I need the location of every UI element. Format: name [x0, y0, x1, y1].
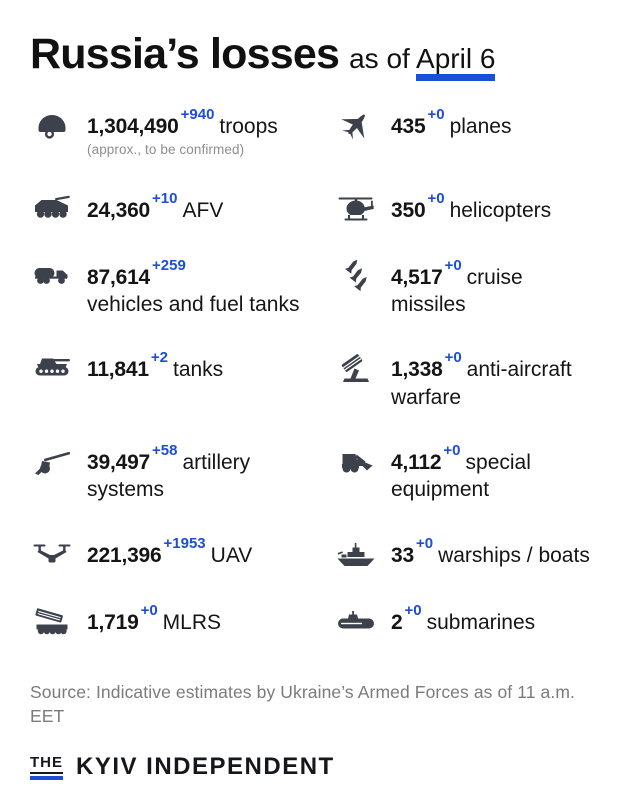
- title-date: April 6: [416, 43, 496, 81]
- stat-value: 11,841: [87, 358, 149, 382]
- stat-delta: +0: [427, 106, 445, 123]
- stat-label: troops: [219, 115, 278, 138]
- stat-value: 1,304,490: [87, 115, 179, 138]
- anti-aircraft-icon: [334, 351, 378, 385]
- stat-cruise-missiles: 4,517+0cruise missiles: [334, 257, 610, 319]
- stat-label-line2: equipment: [391, 478, 490, 502]
- stat-value: 2: [391, 610, 403, 634]
- stat-special-equipment: 4,112+0special equipment: [334, 442, 610, 504]
- stat-label: planes: [449, 115, 512, 138]
- stat-label: tanks: [172, 358, 224, 382]
- stat-value: 24,360: [87, 198, 151, 222]
- artillery-icon: [30, 444, 74, 478]
- stat-label: special: [465, 451, 531, 475]
- stat-tanks: 11,841+2tanks: [30, 349, 330, 411]
- stat-value: 350: [391, 198, 426, 222]
- stat-delta: +0: [427, 189, 445, 207]
- helmet-icon: [30, 108, 74, 142]
- helicopter-icon: [334, 192, 378, 226]
- stat-uav: 221,396+1953UAV: [30, 535, 330, 571]
- page-title: Russia’s losses as of April 6: [30, 30, 610, 81]
- stat-delta: +1953: [163, 534, 206, 552]
- stat-submarines: 2+0submarines: [334, 602, 610, 638]
- stat-note: (approx., to be confirmed): [87, 142, 245, 158]
- stat-value: 87,614: [87, 265, 151, 289]
- afv-icon: [30, 192, 74, 226]
- stat-label: helicopters: [449, 198, 552, 222]
- stat-label: artillery: [182, 451, 251, 475]
- stat-delta: +0: [404, 601, 422, 619]
- logo-the: THE: [30, 755, 63, 774]
- stat-delta: +2: [150, 349, 168, 367]
- fighter-jet-icon: [334, 108, 378, 142]
- stat-delta: +0: [443, 442, 461, 460]
- tank-icon: [30, 351, 74, 385]
- stat-delta: +58: [152, 442, 178, 460]
- stat-delta: +0: [444, 256, 462, 274]
- excavator-icon: [334, 444, 378, 478]
- stat-helicopters: 350+0helicopters: [334, 190, 610, 226]
- stat-value: 1,719: [87, 610, 139, 634]
- stat-afv: 24,360+10AFV: [30, 190, 330, 226]
- stat-label: UAV: [210, 543, 253, 567]
- stat-label: anti-aircraft: [466, 358, 572, 382]
- source-note: Source: Indicative estimates by Ukraine’…: [30, 681, 575, 727]
- submarine-icon: [334, 604, 378, 638]
- stat-label: AFV: [182, 198, 224, 222]
- stat-warships: 33+0warships / boats: [334, 535, 610, 571]
- stat-value: 4,112: [391, 451, 442, 475]
- stat-label: MLRS: [162, 610, 222, 634]
- stat-artillery: 39,497+58artillery systems: [30, 442, 330, 504]
- title-main: Russia’s losses: [30, 30, 340, 78]
- fuel-truck-icon: [30, 259, 74, 293]
- stat-label: submarines: [426, 610, 536, 634]
- stat-label-line2: warfare: [391, 385, 462, 409]
- stat-delta: +0: [140, 601, 158, 619]
- logo-wordmark: KYIV INDEPENDENT: [76, 753, 335, 781]
- stat-value: 435: [391, 115, 426, 138]
- stat-value: 33: [391, 543, 414, 567]
- stat-label: vehicles and fuel tanks: [87, 293, 300, 317]
- stat-delta: +940: [180, 106, 215, 123]
- stat-anti-aircraft: 1,338+0anti-aircraft warfare: [334, 349, 610, 411]
- stat-mlrs: 1,719+0MLRS: [30, 602, 330, 638]
- logo-the-underline: THE: [30, 755, 63, 780]
- stat-label: cruise: [466, 265, 523, 289]
- stat-label-line2: systems: [87, 478, 165, 502]
- warship-icon: [334, 537, 378, 571]
- stat-troops: 1,304,490+940troops (approx., to be conf…: [30, 106, 330, 159]
- stat-value: 221,396: [87, 543, 162, 567]
- stats-grid: 1,304,490+940troops (approx., to be conf…: [30, 106, 610, 638]
- stat-planes: 435+0planes: [334, 106, 610, 159]
- stat-value: 4,517: [391, 265, 443, 289]
- kyiv-independent-logo: THE KYIV INDEPENDENT: [30, 755, 610, 780]
- stat-label: warships / boats: [438, 543, 590, 567]
- stat-delta: +10: [152, 189, 178, 207]
- stat-label-line2: missiles: [391, 293, 466, 317]
- stat-vehicles-fuel-tanks: 87,614+259 vehicles and fuel tanks: [30, 257, 330, 319]
- stat-value: 39,497: [87, 451, 151, 475]
- mlrs-icon: [30, 604, 74, 638]
- cruise-missiles-icon: [334, 259, 378, 293]
- stat-delta: +0: [444, 349, 462, 367]
- stat-value: 1,338: [391, 358, 443, 382]
- stat-delta: +259: [152, 256, 186, 274]
- drone-icon: [30, 537, 74, 571]
- title-prefix: as of: [349, 43, 410, 74]
- stat-delta: +0: [415, 534, 434, 552]
